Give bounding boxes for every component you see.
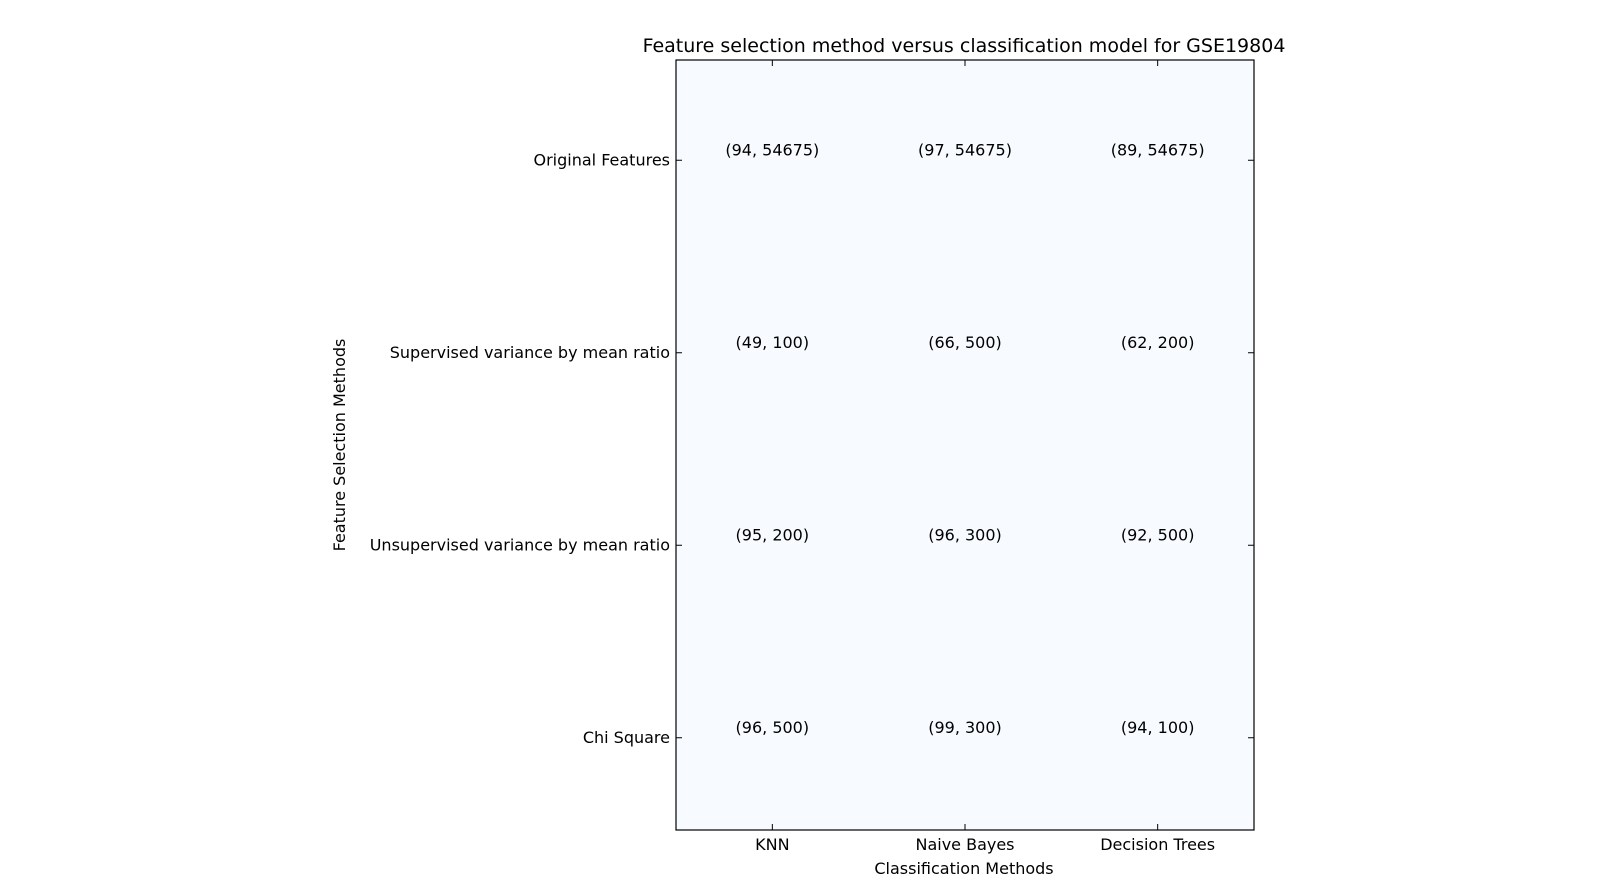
cell-label: (49, 100)	[736, 333, 810, 352]
y-axis-ticks: Original Features Supervised variance by …	[370, 150, 1254, 747]
cell-label: (99, 300)	[928, 718, 1002, 737]
cell-label: (66, 500)	[928, 333, 1002, 352]
chart-title: Feature selection method versus classifi…	[643, 35, 1286, 57]
y-tick-label: Original Features	[534, 150, 671, 169]
cell-label: (94, 54675)	[725, 140, 819, 159]
cell-label: (94, 100)	[1121, 718, 1195, 737]
x-tick-label: Decision Trees	[1100, 835, 1215, 854]
x-tick-label: Naive Bayes	[915, 835, 1014, 854]
y-tick-label: Chi Square	[583, 728, 670, 747]
plot-area	[675, 59, 1255, 831]
x-tick-label: KNN	[755, 835, 789, 854]
x-axis-label: Classification Methods	[874, 859, 1053, 878]
cell-label: (89, 54675)	[1111, 140, 1205, 159]
cell-label: (95, 200)	[736, 525, 810, 544]
cell-label: (96, 300)	[928, 525, 1002, 544]
y-tick-label: Unsupervised variance by mean ratio	[370, 535, 670, 554]
cell-label: (96, 500)	[736, 718, 810, 737]
x-axis-ticks: KNN Naive Bayes Decision Trees	[755, 60, 1215, 854]
y-axis-label: Feature Selection Methods	[330, 339, 349, 552]
cell-labels: (94, 54675) (97, 54675) (89, 54675) (49, 10…	[725, 140, 1204, 737]
cell-label: (97, 54675)	[918, 140, 1012, 159]
y-tick-label: Supervised variance by mean ratio	[390, 343, 670, 362]
cell-label: (62, 200)	[1121, 333, 1195, 352]
cell-label: (92, 500)	[1121, 525, 1195, 544]
